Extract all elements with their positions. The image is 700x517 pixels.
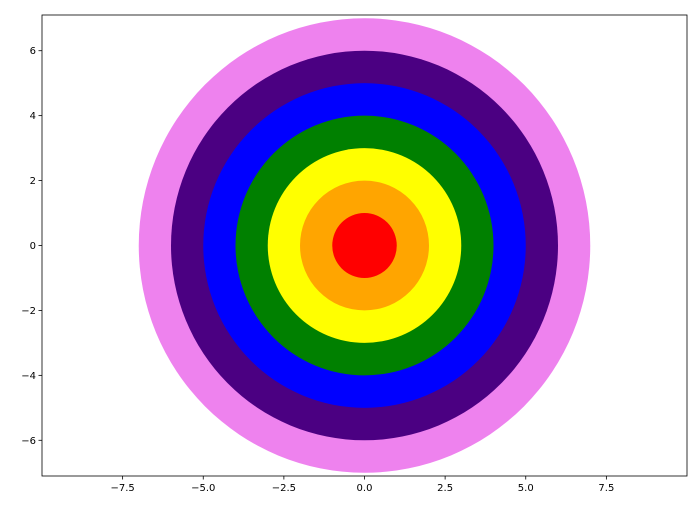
y-tick-label: 6 [30,46,36,57]
y-tick-label: −4 [21,371,36,382]
circles-layer [138,18,591,473]
y-tick-label: −6 [21,436,36,447]
x-tick-label: 5.0 [518,483,534,494]
y-tick-label: −2 [21,306,36,317]
y-axis: −6 −4 −2 0 2 4 6 [21,46,42,447]
x-tick-label: 7.5 [598,483,614,494]
y-tick-label: 4 [30,111,36,122]
x-tick-label: 2.5 [437,483,453,494]
circle-r1 [332,213,397,278]
y-tick-label: 0 [30,241,36,252]
x-tick-label: −5.0 [191,483,215,494]
x-tick-label: −7.5 [110,483,134,494]
x-tick-label: −2.5 [272,483,296,494]
x-axis: −7.5 −5.0 −2.5 0.0 2.5 5.0 7.5 [110,476,614,494]
x-tick-label: 0.0 [357,483,373,494]
y-tick-label: 2 [30,176,36,187]
